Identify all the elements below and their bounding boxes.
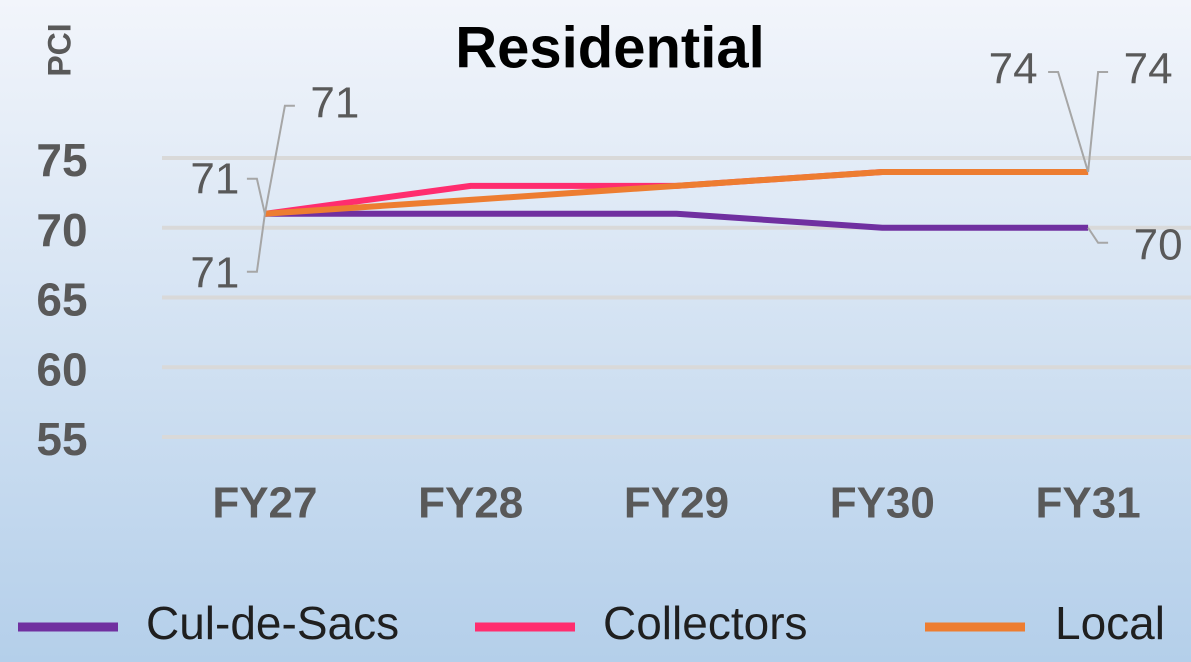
series-line [264,210,1089,231]
y-tick-label: 70 [36,204,87,256]
x-tick-label: FY27 [212,479,317,528]
y-tick-label: 60 [36,343,87,395]
x-tick-label: FY29 [624,479,729,528]
x-tick-label: FY31 [1036,479,1141,528]
leader-line [246,213,266,273]
leader-line [1048,70,1090,173]
x-tick-label: FY28 [418,479,523,528]
y-axis-label: PCI [41,23,77,76]
legend-label: Collectors [603,597,808,649]
leader-line [246,177,266,215]
y-tick-label: 65 [36,274,87,326]
legend-label: Local [1055,597,1165,649]
data-label: 71 [190,154,239,203]
data-label: 74 [989,45,1038,94]
legend-label: Cul-de-Sacs [146,597,399,649]
series-line [264,168,1089,217]
data-label: 74 [1124,45,1173,94]
data-label: 71 [190,248,239,297]
leader-line [1087,227,1109,244]
leader-line [263,104,295,214]
leader-line [1087,70,1109,173]
data-label: 70 [1134,220,1183,269]
y-tick-label: 75 [36,134,87,186]
x-tick-label: FY30 [830,479,935,528]
chart-title: Residential [455,15,764,80]
y-tick-label: 55 [36,413,87,465]
data-label: 71 [310,78,359,127]
